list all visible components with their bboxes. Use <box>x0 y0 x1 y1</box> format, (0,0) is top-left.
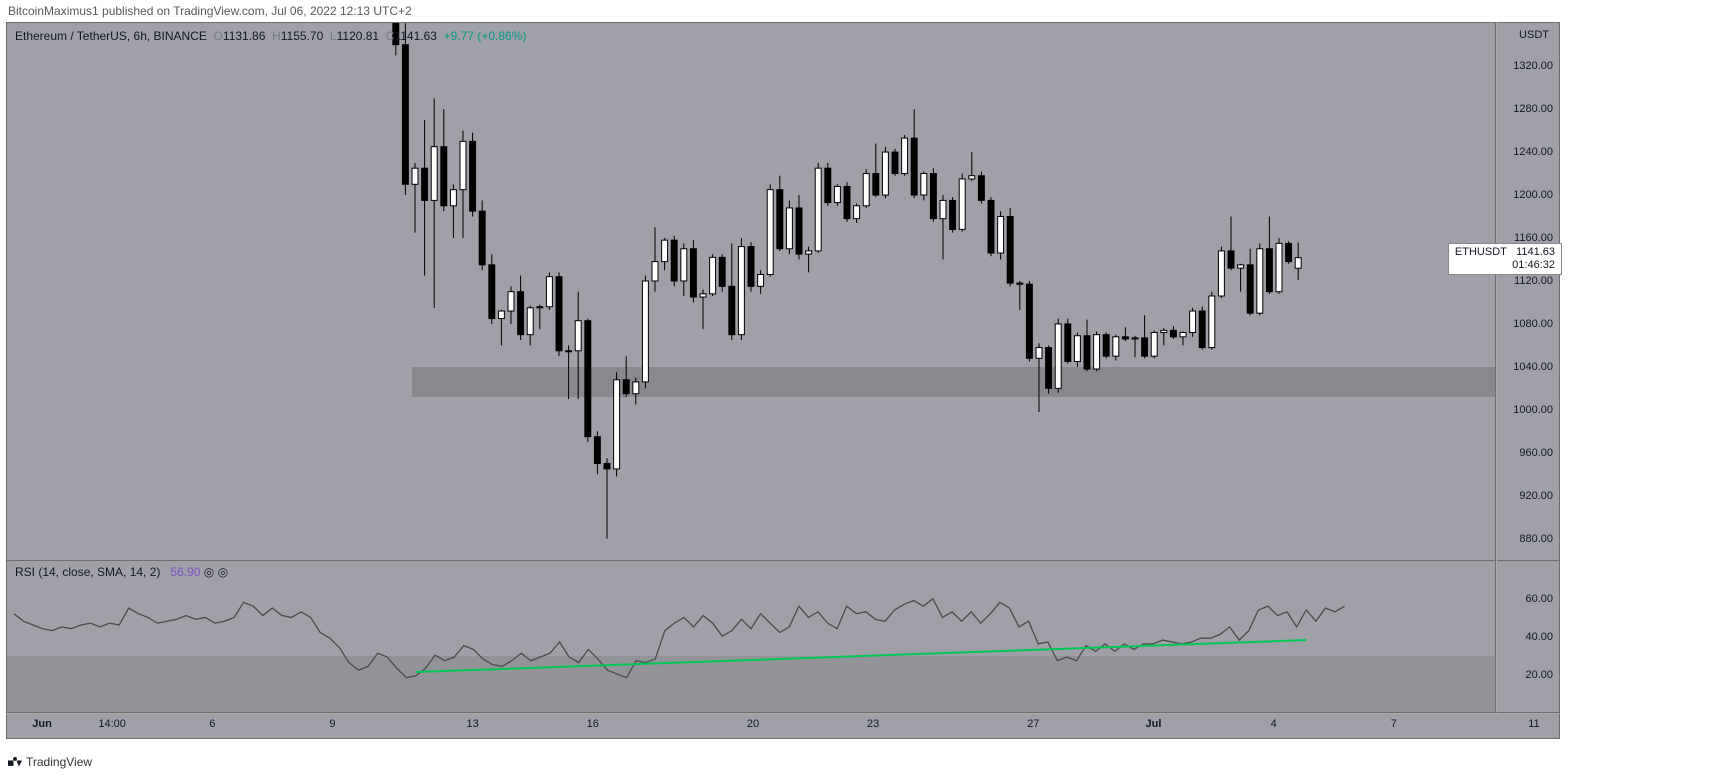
y-tick: 1240.00 <box>1513 146 1553 158</box>
time-axis[interactable]: Jun 14:00 6 9 13 16 20 23 27 Jul 4 7 11 <box>6 713 1560 739</box>
ohlc-open: 1131.86 <box>223 29 266 43</box>
rsi-y-tick: 40.00 <box>1525 631 1553 643</box>
ohlc-close: 1141.63 <box>394 29 437 43</box>
y-tick: 960.00 <box>1519 447 1553 459</box>
y-tick: 1040.00 <box>1513 361 1553 373</box>
last-price-tag: ETHUSDT 1141.63 01:46:32 <box>1448 243 1562 275</box>
rsi-y-tick: 20.00 <box>1525 669 1553 681</box>
rsi-legend: RSI (14, close, SMA, 14, 2) 56.90 ◎ ◎ <box>15 565 228 579</box>
y-tick: 920.00 <box>1519 490 1553 502</box>
eye-icon: ◎ ◎ <box>204 565 228 579</box>
axis-currency: USDT <box>1519 29 1549 41</box>
x-tick: 7 <box>1391 718 1397 730</box>
x-tick: 23 <box>867 718 879 730</box>
y-tick: 880.00 <box>1519 533 1553 545</box>
x-tick: 11 <box>1528 718 1539 730</box>
symbol-legend: Ethereum / TetherUS, 6h, BINANCE O1131.8… <box>15 29 526 43</box>
x-tick: Jul <box>1146 718 1162 730</box>
rsi-pane[interactable]: RSI (14, close, SMA, 14, 2) 56.90 ◎ ◎ <box>7 560 1495 712</box>
x-tick: 4 <box>1271 718 1277 730</box>
y-tick: 1200.00 <box>1513 189 1553 201</box>
price-tag-symbol: ETHUSDT <box>1455 246 1507 258</box>
candlestick-chart <box>7 23 1495 560</box>
x-tick: 13 <box>466 718 478 730</box>
tv-logo-icon <box>8 755 22 769</box>
tradingview-logo[interactable]: TradingView <box>8 755 92 769</box>
symbol-name: Ethereum / TetherUS <box>15 29 127 43</box>
rsi-chart <box>7 561 1495 712</box>
price-tag-price: 1141.63 <box>1516 246 1555 258</box>
x-tick: Jun <box>32 718 52 730</box>
x-tick: 6 <box>209 718 215 730</box>
rsi-value: 56.90 <box>170 565 200 579</box>
price-axis[interactable]: USDT 880.00 920.00 960.00 1000.00 1040.00 108… <box>1496 22 1560 713</box>
interval: 6h <box>134 29 147 43</box>
price-tag-countdown: 01:46:32 <box>1512 259 1555 271</box>
publish-info: BitcoinMaximus1 published on TradingView… <box>0 0 1718 22</box>
change-abs: +9.77 <box>444 29 474 43</box>
y-tick: 1080.00 <box>1513 318 1553 330</box>
ohlc-high: 1155.70 <box>281 29 324 43</box>
price-pane[interactable]: Ethereum / TetherUS, 6h, BINANCE O1131.8… <box>7 23 1495 560</box>
rsi-y-tick: 60.00 <box>1525 593 1553 605</box>
change-pct: (+0.86%) <box>477 29 526 43</box>
y-tick: 1000.00 <box>1513 404 1553 416</box>
y-tick: 1120.00 <box>1514 275 1553 287</box>
chart-panel[interactable]: Ethereum / TetherUS, 6h, BINANCE O1131.8… <box>6 22 1496 713</box>
y-tick: 1280.00 <box>1513 103 1553 115</box>
footer-text: TradingView <box>26 755 92 769</box>
x-tick: 20 <box>747 718 759 730</box>
ohlc-low: 1120.81 <box>337 29 380 43</box>
x-tick: 16 <box>587 718 599 730</box>
x-tick: 9 <box>329 718 335 730</box>
exchange: BINANCE <box>154 29 207 43</box>
rsi-label: RSI (14, close, SMA, 14, 2) <box>15 565 160 579</box>
y-tick: 1320.00 <box>1513 60 1553 72</box>
x-tick: 27 <box>1027 718 1039 730</box>
x-tick: 14:00 <box>98 718 126 730</box>
